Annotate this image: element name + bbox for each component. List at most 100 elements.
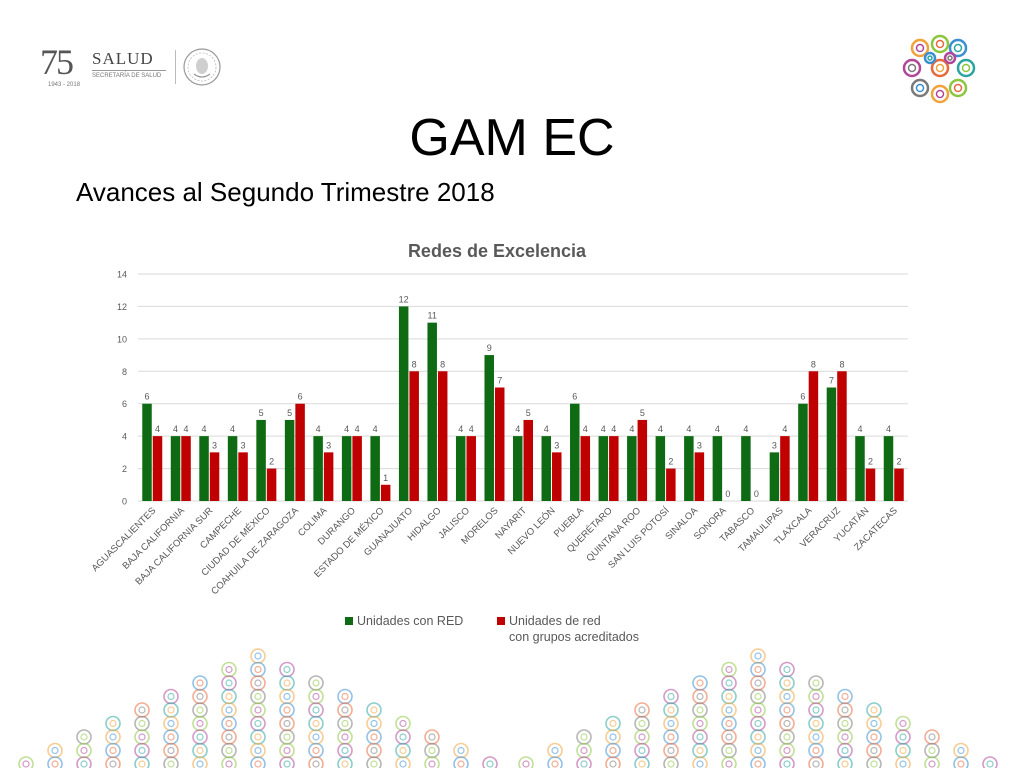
pattern-circle-inner (196, 692, 204, 701)
bar-unidades-acreditadas (609, 436, 619, 501)
data-label: 3 (326, 440, 331, 450)
pattern-circle-inner (80, 746, 88, 755)
pattern-circle-inner (254, 692, 262, 701)
pattern-circle (895, 756, 911, 768)
pattern-circle-inner (486, 760, 494, 768)
pattern-circle-inner (283, 733, 291, 741)
data-label: 4 (202, 424, 207, 434)
pattern-circle-inner (638, 719, 646, 728)
pattern-circle (837, 688, 853, 705)
pattern-circle (221, 729, 237, 745)
bar-unidades-acreditadas (637, 419, 648, 501)
pattern-circle-inner (457, 760, 465, 768)
data-label: 2 (868, 457, 873, 467)
data-label: 3 (697, 440, 702, 450)
pattern-circle (192, 702, 208, 718)
pattern-circle (692, 742, 708, 759)
pattern-circle-inner (899, 719, 907, 728)
pattern-circle (134, 729, 150, 745)
pattern-circle-inner (551, 746, 559, 755)
pattern-circle-inner (312, 692, 320, 701)
pattern-circle (105, 729, 121, 745)
pattern-circle-inner (283, 665, 291, 674)
pattern-circle (779, 675, 795, 691)
data-label: 4 (515, 424, 520, 434)
pattern-circle (837, 742, 853, 759)
pattern-circle-inner (196, 733, 204, 741)
data-label: 7 (497, 376, 502, 386)
pattern-circle-inner (138, 706, 146, 714)
pattern-circle-inner (196, 679, 204, 687)
pattern-circle (779, 661, 795, 678)
pattern-circle-inner (812, 692, 820, 701)
logo-circle (930, 58, 950, 78)
pattern-circle-inner (812, 746, 820, 755)
pattern-circle (308, 742, 324, 759)
logo-circle-inner (947, 55, 953, 61)
pattern-circle-inner (638, 760, 646, 768)
pattern-circle (692, 688, 708, 705)
data-label: 4 (611, 424, 616, 434)
pattern-circle (750, 729, 766, 745)
pattern-circle (895, 729, 911, 745)
pattern-circle (337, 715, 353, 732)
bar-unidades-con-red (313, 436, 323, 501)
data-label: 4 (583, 424, 588, 434)
slide-subtitle: Avances al Segundo Trimestre 2018 (76, 177, 495, 207)
pattern-circle-inner (283, 692, 291, 701)
pattern-circle (279, 715, 295, 732)
data-label: 0 (754, 489, 759, 499)
pattern-circle-inner (638, 706, 646, 714)
pattern-circle-inner (754, 706, 762, 714)
bar-unidades-con-red (855, 436, 865, 501)
logo-circle-inner (953, 43, 963, 53)
pattern-circle-inner (754, 746, 762, 755)
pattern-circle-inner (870, 733, 878, 741)
logo-circle-inner (935, 89, 945, 99)
logo-75-years: 1943 - 2018 (48, 82, 81, 88)
pattern-circle (750, 715, 766, 732)
pattern-circle (576, 756, 592, 768)
pattern-circle (250, 702, 266, 718)
pattern-circle-inner (783, 719, 791, 728)
pattern-circle-inner (51, 760, 59, 768)
bar-unidades-acreditadas (694, 452, 705, 501)
pattern-circle (547, 742, 563, 759)
logo-salud-name: SALUD (92, 49, 154, 68)
pattern-circle-inner (841, 719, 849, 728)
pattern-circle (837, 756, 853, 768)
pattern-circle-inner (725, 679, 733, 687)
bar-unidades-acreditadas (380, 484, 391, 501)
data-label: 4 (316, 424, 321, 434)
pattern-circle-inner (225, 719, 233, 728)
pattern-circle (808, 702, 824, 718)
pattern-circle-inner (609, 733, 617, 741)
bar-unidades-con-red (170, 436, 181, 501)
pattern-circle-inner (283, 719, 291, 728)
logo-circle (948, 78, 968, 98)
data-label: 4 (458, 424, 463, 434)
bar-unidades-acreditadas (865, 468, 876, 501)
bars (142, 306, 904, 501)
pattern-circle-inner (225, 692, 233, 701)
pattern-circle (779, 729, 795, 745)
pattern-circle (337, 756, 353, 768)
pattern-circle (279, 688, 295, 705)
pattern-circle (576, 742, 592, 759)
bar-unidades-acreditadas (238, 452, 248, 501)
pattern-circle-inner (80, 760, 88, 768)
data-label: 8 (412, 359, 417, 369)
bar-unidades-con-red (256, 419, 266, 501)
data-label: 12 (399, 294, 409, 304)
pattern-circle-inner (225, 760, 233, 768)
data-label: 5 (526, 408, 531, 418)
pattern-circle-inner (696, 692, 704, 701)
bar-unidades-con-red (370, 436, 380, 501)
pattern-circle-inner (754, 665, 762, 674)
pattern-circle-inner (609, 746, 617, 755)
pattern-circle-inner (341, 760, 349, 768)
pattern-circle (663, 729, 679, 745)
data-label: 3 (212, 440, 217, 450)
pattern-circle-inner (957, 760, 965, 768)
logo-75-anos: 75 1943 - 2018 (40, 44, 90, 92)
